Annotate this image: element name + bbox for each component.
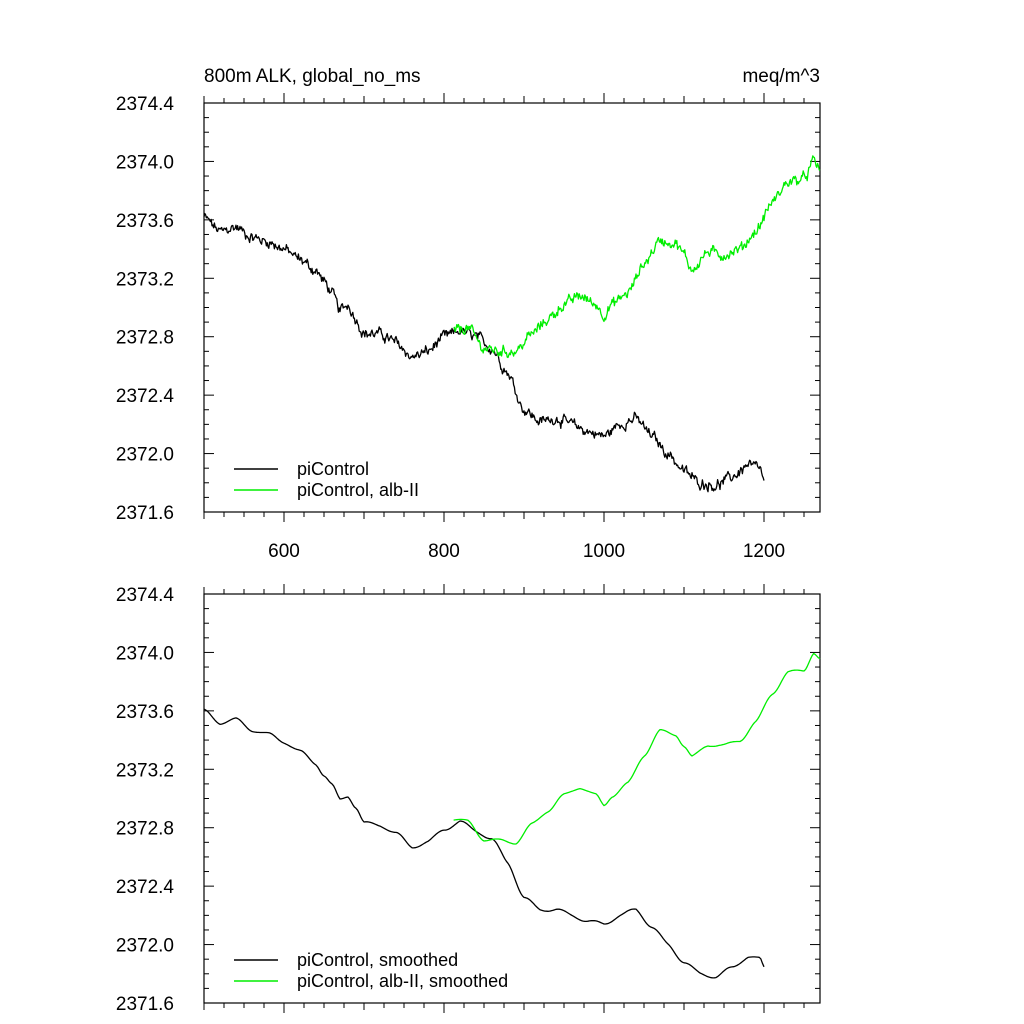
series-line-picontrol bbox=[203, 212, 765, 493]
units-label: meq/m^3 bbox=[742, 66, 820, 87]
y-tick-label: 2374.0 bbox=[116, 643, 174, 664]
y-tick-label: 2373.2 bbox=[116, 760, 174, 781]
panel-top: 2371.6 2372.0 2372.4 2372.8 2373.2 2373.6 2374… bbox=[116, 93, 821, 562]
legend-label: piControl, alb-II bbox=[297, 480, 419, 500]
panel-bottom: 2371.6 2372.0 2372.4 2372.8 2373.2 2373.6 2374… bbox=[116, 584, 821, 1015]
y-tick-label: 2372.4 bbox=[116, 877, 175, 898]
plot-frame bbox=[203, 102, 821, 513]
x-tick-label: 800 bbox=[428, 541, 460, 562]
y-tick-label: 2372.0 bbox=[116, 936, 174, 957]
y-tick-label: 2374.4 bbox=[116, 94, 175, 115]
y-tick-label: 2371.6 bbox=[116, 503, 174, 524]
series-line-picontrol bbox=[203, 708, 765, 979]
legend-label: piControl, alb-II, smoothed bbox=[297, 971, 508, 991]
y-tick-label: 2372.0 bbox=[116, 445, 174, 466]
y-tick-label: 2372.8 bbox=[116, 328, 174, 349]
series-line-alb-ii bbox=[453, 652, 821, 845]
y-tick-label: 2374.0 bbox=[116, 152, 174, 173]
y-tick-label: 2372.8 bbox=[116, 819, 174, 840]
y-tick-label: 2371.6 bbox=[116, 994, 174, 1015]
x-tick-label: 1000 bbox=[583, 541, 625, 562]
x-tick-label: 1200 bbox=[743, 541, 785, 562]
y-tick-label: 2374.4 bbox=[116, 585, 175, 606]
plot-frame bbox=[203, 593, 821, 1004]
x-tick-label: 600 bbox=[268, 541, 300, 562]
legend-label: piControl, smoothed bbox=[297, 950, 458, 970]
series-line-alb-ii bbox=[453, 155, 821, 359]
y-tick-label: 2373.6 bbox=[116, 702, 174, 723]
y-tick-label: 2373.2 bbox=[116, 269, 174, 290]
y-tick-label: 2373.6 bbox=[116, 211, 174, 232]
legend-label: piControl bbox=[297, 459, 369, 479]
y-tick-label: 2372.4 bbox=[116, 386, 175, 407]
chart-title-left: 800m ALK, global_no_ms bbox=[204, 66, 421, 87]
